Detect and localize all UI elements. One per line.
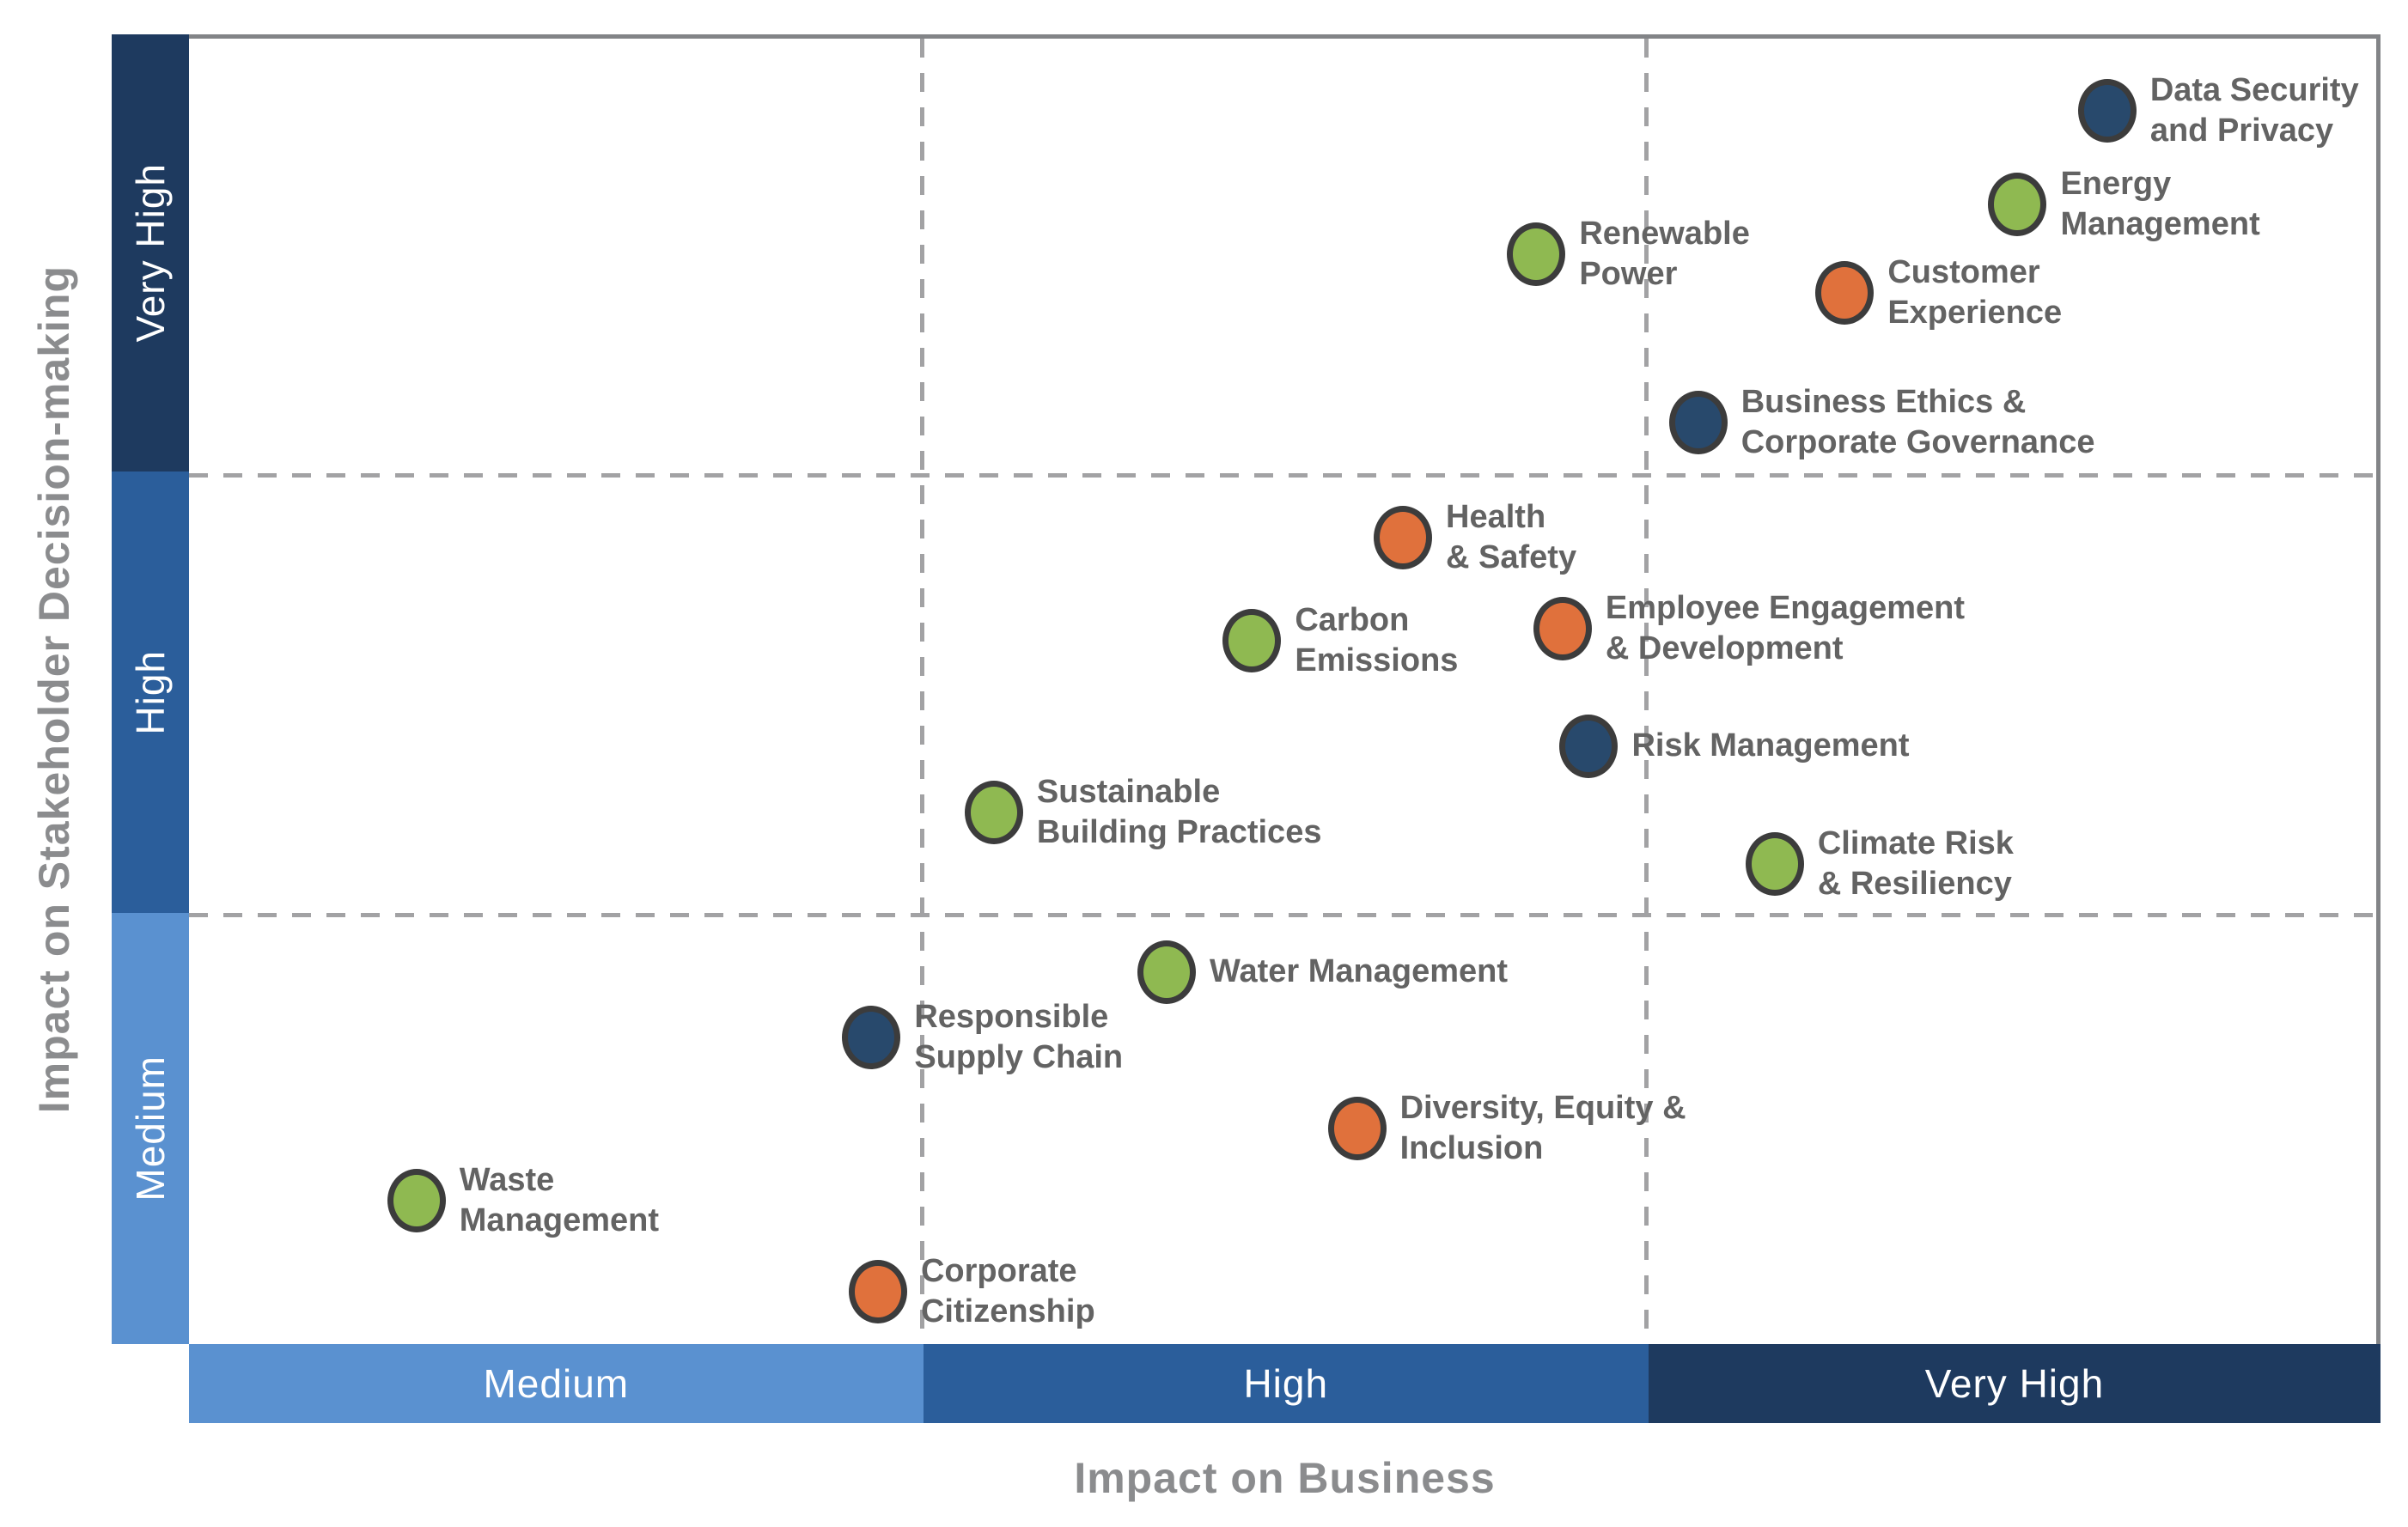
- point-dot-data-security-and-privacy: [2077, 78, 2137, 143]
- point-label-line: Supply Chain: [914, 1038, 1124, 1075]
- point-dot-sustainable-building-practices: [964, 781, 1023, 845]
- point-dot-business-ethics-corporate-governance: [1668, 390, 1728, 454]
- point-label-line: Sustainable: [1036, 774, 1221, 811]
- point-dot-water-management: [1137, 940, 1197, 1004]
- point-label-risk-management: Risk Management: [1631, 726, 1909, 766]
- point-label-line: Building Practices: [1036, 814, 1322, 851]
- point-dot-climate-risk-resiliency: [1745, 831, 1804, 896]
- vertical-gridline-1: [919, 39, 924, 1344]
- horizontal-gridline-1: [189, 472, 2376, 478]
- point-label-line: Business Ethics &: [1740, 383, 2027, 420]
- x-band-high: High: [923, 1344, 1649, 1423]
- point-label-line: Employee Engagement: [1605, 590, 1965, 627]
- point-label-line: Emissions: [1295, 642, 1459, 678]
- point-label-data-security-and-privacy: Data Security and Privacy: [2150, 70, 2359, 151]
- point-label-line: Inclusion: [1399, 1130, 1544, 1167]
- point-label-line: and Privacy: [2149, 112, 2334, 149]
- point-label-line: Responsible: [914, 998, 1109, 1035]
- point-dot-employee-engagement-development: [1533, 597, 1592, 661]
- plot-area: Data Security and Privacy Energy Management…: [189, 34, 2381, 1344]
- point-dot-responsible-supply-chain: [842, 1005, 901, 1069]
- point-label-line: Management: [459, 1202, 660, 1238]
- y-band-medium: Medium: [112, 913, 189, 1344]
- point-label-renewable-power: Renewable Power: [1579, 214, 1750, 295]
- point-label-corporate-citizenship: Corporate Citizenship: [921, 1251, 1095, 1332]
- point-label-line: Corporate: [920, 1253, 1077, 1290]
- vertical-gridline-2: [1643, 39, 1649, 1344]
- point-label-line: Citizenship: [920, 1293, 1095, 1330]
- point-dot-energy-management: [1988, 173, 2047, 237]
- point-label-carbon-emissions: Carbon Emissions: [1295, 600, 1458, 681]
- x-band-label: High: [1243, 1361, 1329, 1406]
- point-label-line: Renewable: [1579, 215, 1750, 252]
- point-label-line: Climate Risk: [1817, 824, 2014, 861]
- point-dot-health-safety: [1374, 505, 1433, 569]
- x-axis-title: Impact on Business: [1074, 1454, 1496, 1502]
- point-label-customer-experience: Customer Experience: [1887, 252, 2062, 333]
- point-label-line: Management: [2060, 206, 2260, 243]
- point-label-line: Water Management: [1210, 953, 1509, 990]
- point-dot-waste-management: [387, 1168, 446, 1232]
- x-band-label: Very High: [1924, 1361, 2105, 1406]
- y-band-very-high: Very High: [112, 34, 189, 472]
- point-label-line: & Safety: [1446, 538, 1577, 575]
- point-label-line: Corporate Governance: [1740, 423, 2095, 460]
- point-label-waste-management: Waste Management: [460, 1160, 659, 1241]
- y-axis-title: Impact on Stakeholder Decision-making: [7, 34, 101, 1344]
- point-label-diversity-equity-inclusion: Diversity, Equity & Inclusion: [1400, 1088, 1686, 1169]
- y-axis-band-strip: Very High High Medium: [112, 34, 189, 1344]
- point-dot-diversity-equity-inclusion: [1327, 1097, 1387, 1161]
- point-label-employee-engagement-development: Employee Engagement & Development: [1606, 588, 1965, 669]
- point-label-responsible-supply-chain: Responsible Supply Chain: [914, 997, 1123, 1078]
- point-label-sustainable-building-practices: Sustainable Building Practices: [1037, 772, 1322, 853]
- x-band-medium: Medium: [189, 1344, 924, 1423]
- point-dot-corporate-citizenship: [848, 1260, 907, 1324]
- point-dot-carbon-emissions: [1222, 608, 1282, 672]
- point-label-line: Carbon: [1295, 601, 1410, 638]
- point-label-line: & Resiliency: [1817, 865, 2012, 902]
- point-label-line: Waste: [459, 1161, 555, 1198]
- x-axis-band-bar: Medium High Very High: [189, 1344, 2381, 1423]
- point-label-line: Health: [1446, 498, 1546, 535]
- point-label-health-safety: Health & Safety: [1446, 497, 1576, 578]
- point-dot-risk-management: [1559, 714, 1619, 778]
- y-band-label: High: [128, 650, 173, 735]
- point-label-energy-management: Energy Management: [2060, 164, 2259, 245]
- point-label-line: Data Security: [2149, 71, 2359, 108]
- point-label-water-management: Water Management: [1210, 952, 1508, 992]
- horizontal-gridline-2: [189, 912, 2376, 917]
- point-dot-renewable-power: [1507, 222, 1566, 286]
- x-band-label: Medium: [483, 1361, 630, 1406]
- point-label-business-ethics-corporate-governance: Business Ethics & Corporate Governance: [1741, 382, 2095, 463]
- point-label-line: Risk Management: [1631, 727, 1910, 764]
- point-label-line: & Development: [1605, 630, 1844, 667]
- point-label-line: Power: [1579, 255, 1678, 292]
- y-band-label: Very High: [128, 163, 173, 343]
- x-band-very-high: Very High: [1648, 1344, 2381, 1423]
- point-label-line: Diversity, Equity &: [1399, 1090, 1686, 1127]
- point-label-climate-risk-resiliency: Climate Risk & Resiliency: [1818, 824, 2014, 904]
- y-band-high: High: [112, 471, 189, 914]
- point-label-line: Energy: [2060, 166, 2172, 203]
- point-label-line: Customer: [1887, 254, 2040, 291]
- point-label-line: Experience: [1887, 295, 2063, 332]
- point-dot-customer-experience: [1815, 261, 1875, 325]
- y-axis-title-text: Impact on Stakeholder Decision-making: [30, 265, 78, 1114]
- y-band-label: Medium: [128, 1056, 173, 1202]
